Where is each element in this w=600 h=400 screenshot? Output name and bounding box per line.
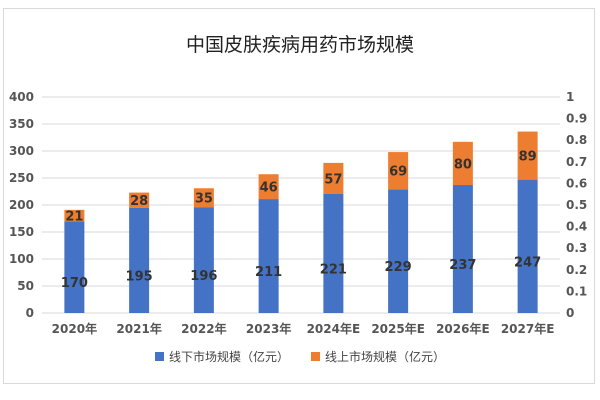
- bar-offline: [452, 185, 473, 313]
- bar-offline: [388, 189, 409, 313]
- y2-tick-label: 0.1: [566, 284, 587, 298]
- bar-offline: [129, 207, 150, 313]
- y-tick-label: 350: [9, 117, 34, 131]
- y2-tick-label: 1: [566, 90, 574, 104]
- data-label: 80: [454, 157, 472, 172]
- data-label: 195: [126, 269, 153, 284]
- legend-item-offline: 线下市场规模（亿元）: [154, 348, 289, 365]
- bar-online: [129, 192, 150, 208]
- chart-frame: [3, 8, 595, 384]
- data-label: 28: [130, 194, 148, 209]
- y2-tick-label: 0: [566, 306, 574, 320]
- bar-online: [193, 188, 214, 208]
- x-tick-label: 2025年E: [371, 321, 425, 336]
- y2-tick-label: 0.2: [566, 263, 587, 277]
- y2-tick-label: 0.9: [566, 112, 587, 126]
- y-tick-label: 50: [17, 279, 34, 293]
- data-label: 229: [385, 260, 412, 275]
- y2-tick-label: 0.8: [566, 133, 587, 147]
- x-tick-label: 2020年: [52, 321, 97, 336]
- data-label: 170: [61, 276, 88, 291]
- bar-online: [388, 152, 409, 190]
- bar-online: [452, 141, 473, 186]
- bar-offline: [64, 221, 85, 313]
- y-tick-label: 200: [9, 198, 34, 212]
- data-label: 221: [320, 262, 347, 277]
- legend-label-offline: 线下市场规模（亿元）: [168, 350, 289, 364]
- data-label: 21: [65, 210, 83, 225]
- data-label: 46: [260, 181, 278, 196]
- legend-swatch-online: [311, 352, 320, 361]
- y-tick-label: 250: [9, 171, 34, 185]
- y-tick-label: 150: [9, 225, 34, 239]
- bar-online: [258, 174, 279, 200]
- data-label: 196: [190, 269, 217, 284]
- legend-item-online: 线上市场规模（亿元）: [311, 348, 445, 365]
- x-tick-label: 2024年E: [307, 321, 361, 336]
- y2-tick-label: 0.6: [566, 176, 587, 190]
- y-tick-label: 300: [9, 144, 34, 158]
- data-label: 57: [324, 172, 342, 187]
- data-label: 247: [514, 255, 541, 270]
- bar-online: [323, 162, 344, 194]
- y-tick-label: 400: [9, 90, 34, 104]
- x-tick-label: 2021年: [116, 321, 161, 336]
- y2-tick-label: 0.7: [566, 155, 587, 169]
- y-tick-label: 100: [9, 252, 34, 266]
- data-label: 35: [195, 192, 213, 207]
- x-tick-label: 2027年E: [501, 321, 555, 336]
- data-label: 211: [255, 265, 282, 280]
- bar-offline: [323, 193, 344, 313]
- legend: 线下市场规模（亿元） 线上市场规模（亿元）: [0, 348, 600, 365]
- bar-online: [64, 209, 85, 222]
- legend-swatch-offline: [154, 352, 164, 361]
- x-tick-label: 2022年: [181, 321, 226, 336]
- y2-tick-label: 0.3: [566, 241, 587, 255]
- bar-online: [517, 131, 538, 180]
- data-label: 237: [449, 258, 476, 273]
- x-tick-label: 2026年E: [436, 321, 490, 336]
- bar-offline: [517, 179, 538, 313]
- data-label: 69: [389, 165, 407, 180]
- y2-tick-label: 0.5: [566, 198, 587, 212]
- bar-offline: [258, 199, 279, 313]
- chart-title: 中国皮肤疾病用药市场规模: [185, 34, 414, 56]
- y-tick-label: 0: [26, 306, 34, 320]
- legend-label-online: 线上市场规模（亿元）: [325, 350, 446, 364]
- y2-tick-label: 0.4: [566, 220, 587, 234]
- x-tick-label: 2023年: [246, 321, 291, 336]
- data-label: 89: [519, 150, 537, 165]
- bar-offline: [193, 207, 214, 313]
